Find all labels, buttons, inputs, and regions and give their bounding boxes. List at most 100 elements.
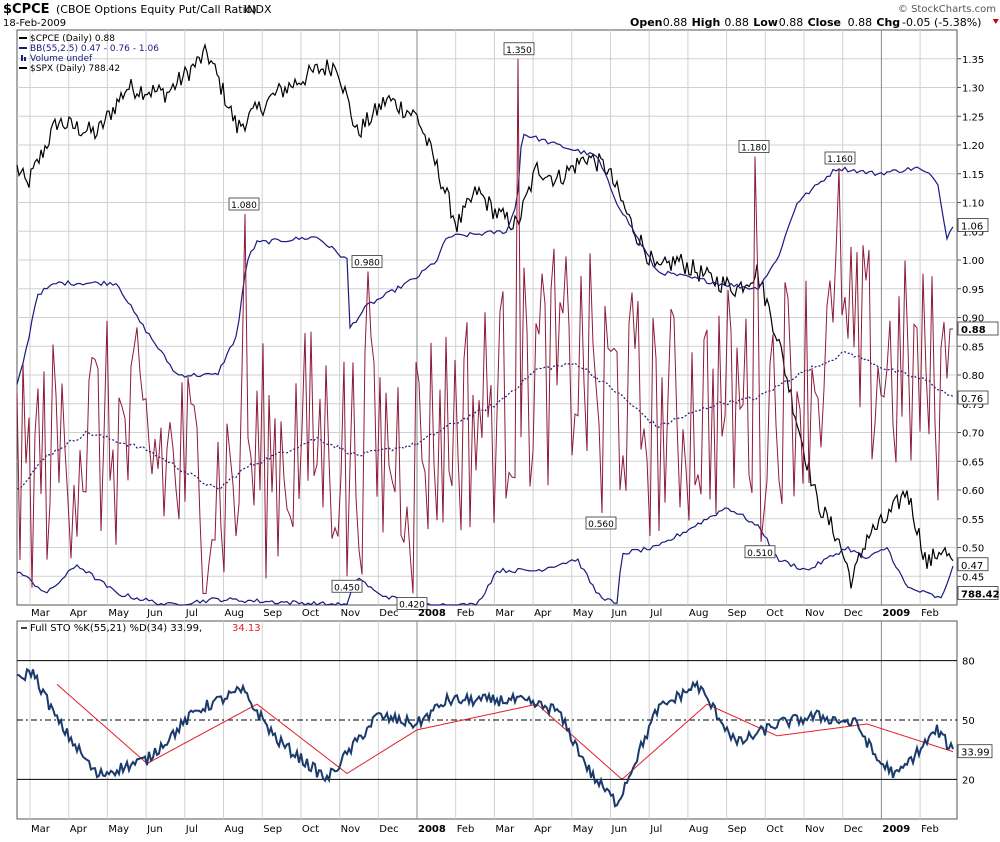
legend-entry: $CPCE (Daily) 0.88: [30, 34, 115, 44]
x-tick-label: Jul: [185, 824, 198, 835]
spx-line: [16, 42, 954, 589]
x-tick-label: Dec: [844, 608, 863, 619]
x-tick-label: Sep: [263, 824, 282, 835]
quote-row: Open 0.88 High 0.88 Low 0.88 Close 0.88 Chg -0.05…: [630, 16, 999, 29]
annotation-1.160: 1.160: [824, 151, 856, 165]
spx-series: [16, 42, 954, 589]
value-box: [957, 586, 999, 600]
legend-entry: $SPX (Daily) 788.42: [30, 64, 120, 74]
main-price-panel: 0.45 0.50 0.55 0.60 0.65 0.70 0.75 0.80 0.85 0.90…: [16, 29, 1000, 619]
value-box: [957, 321, 999, 336]
annotation-box: [396, 597, 428, 610]
y-tick-label: 1.20: [962, 141, 984, 152]
volume-icon: [24, 57, 26, 61]
x-tick-label: Feb: [921, 824, 939, 835]
chg-down-icon: [992, 19, 999, 24]
quote-9: -0.05 (-5.38%): [902, 16, 981, 29]
annotation-label: 0.560: [588, 520, 614, 530]
y-tick-label: 0.75: [962, 400, 984, 411]
x-tick-label: May: [108, 824, 129, 835]
chart-date: 18-Feb-2009: [3, 18, 66, 29]
annotation-1.080: 1.080: [228, 197, 260, 211]
right-value-labels: 0.88 1.06 0.76 0.47 788.42: [957, 218, 1000, 601]
y-tick-label: 1.30: [962, 84, 984, 95]
x-tick-label: Apr: [70, 608, 88, 619]
y-tick-label: 1.15: [962, 170, 984, 181]
exchange-label: INDX: [244, 3, 272, 16]
x-tick-label: 2008: [418, 608, 446, 619]
quote-1: 0.88: [663, 16, 688, 29]
stoch-d-line: [56, 684, 954, 779]
stoch-value-label: 33.99: [957, 744, 993, 759]
value-text: 0.76: [961, 394, 983, 405]
y-tick-label: 0.65: [962, 457, 984, 468]
y-tick-label: 0.70: [962, 429, 984, 440]
x-tick-label: 2008: [418, 824, 446, 835]
stoch-x-axis: Mar Apr May Jun Jul Aug Sep Oct Nov Dec 2008 Feb Mar…: [31, 824, 939, 835]
x-tick-label: Jun: [146, 824, 163, 835]
bb-middle-band: [16, 351, 954, 490]
legend-entry: BB(55,2.5) 0.47 - 0.76 - 1.06: [30, 44, 159, 54]
annotation-box: [351, 255, 383, 268]
spx-value-label: 788.42: [957, 586, 1000, 601]
value-text: 0.47: [961, 561, 983, 572]
x-tick-label: May: [573, 608, 594, 619]
main-x-axis: Mar Apr May Jun Jul Aug Sep Oct Nov Dec 2008 Feb Mar…: [31, 608, 939, 619]
x-tick-label: May: [108, 608, 129, 619]
x-tick-label: Jul: [649, 824, 662, 835]
upper-band-value-label: 1.06: [957, 218, 989, 233]
x-tick-label: Oct: [302, 608, 319, 619]
x-tick-label: Dec: [844, 824, 863, 835]
annotation-0.450: 0.450: [331, 579, 363, 593]
bollinger-bands: [16, 133, 954, 606]
x-tick-label: Jun: [611, 824, 628, 835]
x-tick-label: Feb: [457, 608, 475, 619]
annotation-box: [585, 516, 617, 530]
x-tick-label: Sep: [263, 608, 282, 619]
x-tick-label: Nov: [341, 824, 361, 835]
y-tick-label: 1.00: [962, 256, 984, 267]
annotation-0.980: 0.980: [351, 255, 383, 269]
x-tick-label: 2009: [882, 608, 910, 619]
price-annotations: 1.080 0.980 0.450 0.420 1.350 0.560 1.180 0.510…: [228, 42, 856, 611]
x-tick-label: May: [573, 824, 594, 835]
lower-band-value-label: 0.47: [957, 557, 989, 572]
quote-2: High: [692, 16, 721, 29]
x-tick-label: Apr: [534, 824, 552, 835]
annotation-label: 0.510: [747, 549, 773, 559]
y-tick-label: 0.45: [962, 572, 984, 583]
annotation-0.560: 0.560: [585, 516, 617, 530]
value-box: [957, 744, 993, 759]
brand-label: © StockCharts.com: [898, 4, 996, 15]
x-tick-label: Mar: [31, 824, 51, 835]
bb-upper-band: [16, 133, 954, 385]
quote-0: Open: [630, 16, 663, 29]
stoch-y-tick-label: 20: [962, 775, 975, 786]
x-tick-label: Jul: [649, 608, 662, 619]
x-tick-label: Apr: [534, 608, 552, 619]
x-tick-label: Aug: [225, 824, 245, 835]
value-text: 0.88: [961, 325, 986, 336]
stoch-legend-d-value: 34.13: [232, 623, 261, 634]
annotation-0.510: 0.510: [744, 545, 776, 559]
y-tick-label: 0.60: [962, 486, 984, 497]
y-tick-label: 1.25: [962, 112, 984, 123]
x-tick-label: Oct: [766, 608, 783, 619]
value-box: [957, 557, 989, 572]
bb-lower-band: [16, 507, 954, 606]
x-tick-label: Mar: [495, 824, 515, 835]
value-box: [957, 218, 989, 232]
stoch-grid: [17, 621, 957, 819]
x-tick-label: Oct: [302, 824, 319, 835]
quote-5: 0.88: [779, 16, 804, 29]
x-tick-label: Nov: [341, 608, 361, 619]
x-tick-label: Oct: [766, 824, 783, 835]
annotation-1.180: 1.180: [738, 140, 770, 154]
value-text: 1.06: [961, 222, 983, 233]
y-tick-label: 1.05: [962, 227, 984, 238]
middle-band-value-label: 0.76: [957, 390, 989, 405]
cpce-price-series: [16, 58, 953, 594]
x-tick-label: Jul: [185, 608, 198, 619]
x-tick-label: Dec: [379, 608, 398, 619]
